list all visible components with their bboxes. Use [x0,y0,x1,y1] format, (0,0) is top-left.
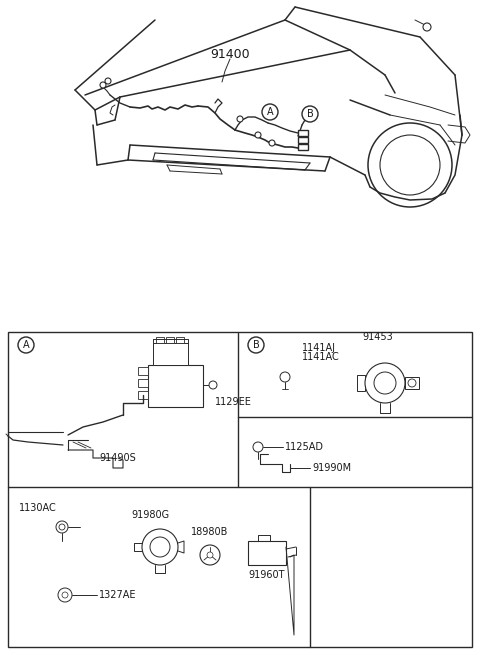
Circle shape [150,537,170,557]
Circle shape [365,363,405,403]
Circle shape [200,545,220,565]
Text: 1327AE: 1327AE [99,590,136,600]
Bar [357,375,365,391]
Text: 18980B: 18980B [192,527,228,537]
Circle shape [209,381,217,389]
Bar [138,391,148,399]
Circle shape [253,442,263,452]
Bar [298,137,308,143]
Circle shape [269,140,275,146]
Text: 1130AC: 1130AC [19,503,57,513]
Bar [298,144,308,150]
Text: B: B [307,109,313,119]
Circle shape [100,82,106,88]
Bar [248,541,286,565]
Text: 1125AD: 1125AD [285,442,324,452]
Circle shape [105,78,111,84]
Circle shape [262,104,278,120]
Text: A: A [267,107,273,117]
Text: 91400: 91400 [210,48,250,62]
Text: 91960T: 91960T [249,570,285,580]
Text: 1141AC: 1141AC [302,352,340,362]
Circle shape [302,106,318,122]
Text: 91490S: 91490S [100,453,136,463]
Circle shape [59,524,65,530]
Circle shape [255,132,261,138]
Bar [298,130,308,136]
Bar [148,365,203,407]
Bar [138,367,148,375]
Circle shape [18,337,34,353]
Circle shape [58,588,72,602]
Circle shape [380,135,440,195]
Text: 1129EE: 1129EE [215,397,252,407]
Text: 91990M: 91990M [312,463,351,473]
Circle shape [207,552,213,558]
Text: 1141AJ: 1141AJ [302,343,336,353]
Circle shape [248,337,264,353]
Circle shape [56,521,68,533]
Text: A: A [23,340,29,350]
Bar [405,377,419,389]
Circle shape [62,592,68,598]
Bar [176,337,184,343]
Bar [8,332,472,647]
Circle shape [408,379,416,387]
Bar [138,379,148,387]
Text: 91980G: 91980G [131,510,169,520]
Bar [153,343,188,365]
Circle shape [237,116,243,122]
Circle shape [142,529,178,565]
Circle shape [368,123,452,207]
Text: B: B [252,340,259,350]
Circle shape [374,372,396,394]
Circle shape [423,23,431,31]
Text: 91453: 91453 [362,332,393,342]
Bar [166,337,174,343]
Circle shape [280,372,290,382]
Bar [156,337,164,343]
